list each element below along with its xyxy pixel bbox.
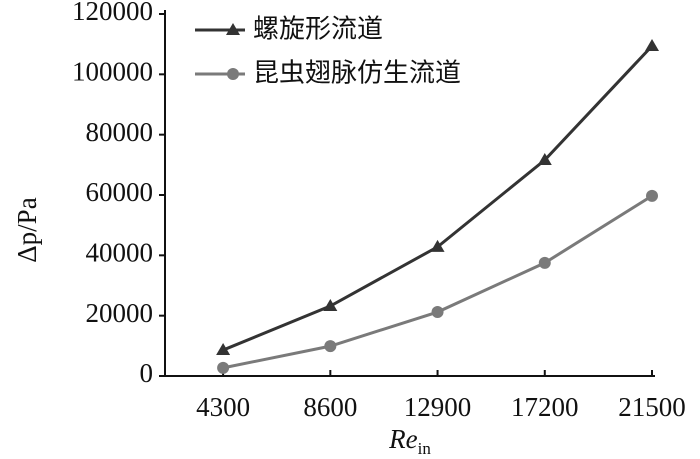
y-axis-label: Δp/Pa xyxy=(12,197,42,262)
x-tick-label: 12900 xyxy=(404,392,472,422)
y-tick-label: 120000 xyxy=(72,0,153,26)
y-tick-label: 100000 xyxy=(72,57,153,87)
marker xyxy=(217,361,230,374)
y-tick-label: 60000 xyxy=(86,177,154,207)
marker xyxy=(646,189,659,202)
x-tick-label: 8600 xyxy=(303,392,357,422)
marker xyxy=(645,38,660,51)
marker xyxy=(324,340,337,353)
legend-label: 螺旋形流道 xyxy=(253,15,383,45)
marker xyxy=(216,343,231,356)
x-axis-label-subscript: in xyxy=(418,439,432,458)
marker xyxy=(226,23,240,35)
y-tick-label: 40000 xyxy=(86,238,154,268)
marker xyxy=(323,299,338,312)
x-tick-label: 21500 xyxy=(618,392,686,422)
series-line xyxy=(222,44,654,352)
series-line xyxy=(222,194,653,370)
marker xyxy=(537,153,552,166)
y-tick-label: 80000 xyxy=(86,117,154,147)
marker xyxy=(227,68,239,80)
marker xyxy=(430,239,445,252)
y-tick-label: 0 xyxy=(140,358,154,388)
x-tick-label: 17200 xyxy=(511,392,579,422)
y-tick-label: 20000 xyxy=(86,298,154,328)
x-axis-label-main: Re xyxy=(388,424,417,454)
x-axis-label: Rein xyxy=(388,424,431,458)
legend-label: 昆虫翅脉仿生流道 xyxy=(253,59,461,89)
x-tick-label: 4300 xyxy=(196,392,250,422)
marker xyxy=(431,306,444,319)
marker xyxy=(538,256,551,269)
